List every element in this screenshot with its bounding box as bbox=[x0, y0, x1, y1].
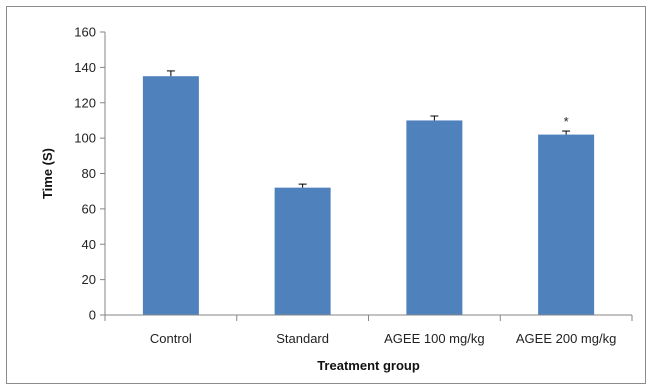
y-axis-title: Time (S) bbox=[40, 148, 55, 199]
bar bbox=[406, 120, 463, 315]
x-tick-label: Control bbox=[150, 331, 192, 346]
y-tick-label: 100 bbox=[74, 131, 96, 146]
y-tick-label: 160 bbox=[74, 25, 96, 40]
y-axis-ticks: 0 20 40 60 80 100 120 140 160 bbox=[74, 25, 105, 323]
annotations: * bbox=[564, 114, 569, 129]
error-bar bbox=[562, 130, 571, 135]
bars bbox=[142, 76, 595, 315]
y-tick-label: 0 bbox=[89, 308, 96, 323]
y-tick-label: 20 bbox=[82, 272, 96, 287]
y-tick-label: 140 bbox=[74, 60, 96, 75]
error-bar bbox=[298, 183, 307, 188]
bar bbox=[538, 134, 595, 315]
y-tick-label: 80 bbox=[82, 166, 96, 181]
x-axis-labels: Control Standard AGEE 100 mg/kg AGEE 200 mg… bbox=[104, 315, 633, 346]
error-bar bbox=[166, 70, 175, 77]
error-bars bbox=[166, 70, 571, 188]
y-tick-label: 60 bbox=[82, 201, 96, 216]
x-axis-title: Treatment group bbox=[317, 358, 420, 373]
bar bbox=[274, 187, 331, 315]
y-tick-label: 120 bbox=[74, 95, 96, 110]
bar bbox=[142, 76, 199, 315]
x-tick-label: AGEE 100 mg/kg bbox=[384, 331, 484, 346]
error-bar bbox=[430, 115, 439, 121]
y-tick-label: 40 bbox=[82, 237, 96, 252]
x-tick-label: Standard bbox=[276, 331, 329, 346]
x-tick-label: AGEE 200 mg/kg bbox=[516, 331, 616, 346]
significance-marker: * bbox=[564, 114, 569, 129]
